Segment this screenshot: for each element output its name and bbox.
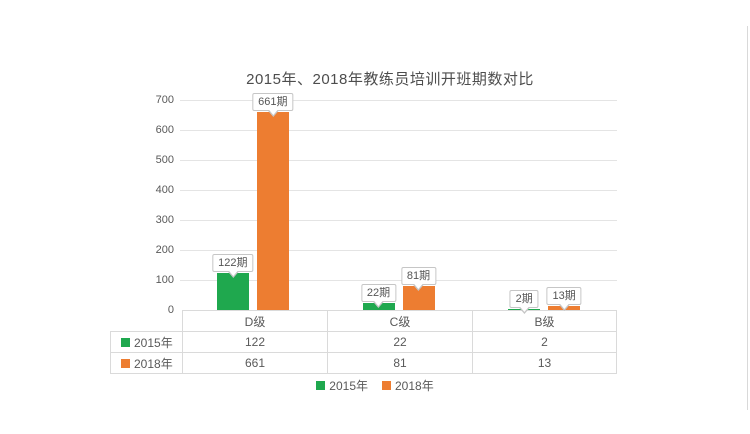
y-tick-400: 400 [155,184,174,196]
data-label-2015年-C级: 22期 [360,284,397,308]
series-2018-name: 2018年 [134,356,173,371]
value-2018-d: 661 [183,353,328,374]
data-table-row-2015: 2015年 122 22 2 [110,332,617,353]
gridline-300 [180,220,617,221]
value-2015-d: 122 [183,332,328,353]
data-label-2018年-C级: 81期 [400,267,437,291]
category-header-d: D级 [183,310,328,332]
category-header-c: C级 [328,310,473,332]
page-edge-line [747,26,748,410]
value-2015-b: 2 [473,332,617,353]
category-header-b: B级 [473,310,617,332]
data-table-corner-cell [110,310,183,332]
y-tick-300: 300 [155,214,174,226]
y-tick-200: 200 [155,244,174,256]
gridline-100 [180,280,617,281]
series-2015-swatch [121,337,130,347]
data-label-2015年-B级: 2期 [509,290,539,314]
legend-2018-label: 2018年 [395,379,434,393]
series-2018-swatch [121,358,130,368]
data-table-row-2018: 2018年 661 81 13 [110,353,617,374]
series-label-2015: 2015年 [110,332,183,353]
legend-2015-swatch [316,381,326,390]
data-label-2018年-D级: 661期 [252,93,294,117]
legend-2018-swatch [382,381,391,390]
y-tick-700: 700 [155,94,174,106]
y-tick-600: 600 [155,124,174,136]
data-label-2015年-D级: 122期 [212,254,254,278]
value-2015-c: 22 [328,332,473,353]
y-tick-0: 0 [167,304,174,316]
bar-2015年-D级 [216,273,249,310]
gridline-200 [180,250,617,251]
bar-2018年-D级 [256,112,289,310]
series-label-2018: 2018年 [110,353,183,374]
y-tick-500: 500 [155,154,174,166]
chart-legend: 2015年 2018年 [0,377,750,394]
chart-title: 2015年、2018年教练员培训开班期数对比 [246,71,534,88]
legend-2015-label: 2015年 [329,379,368,393]
gridline-600 [180,130,617,131]
plot-area: 122期 661期 22期 81期 2期 13期 [180,93,617,314]
data-table: D级 C级 B级 2015年 122 22 2 2018年 661 81 13 [110,310,617,374]
legend-item-2018: 2018年 [382,377,434,394]
y-tick-100: 100 [155,274,174,286]
gridline-500 [180,160,617,161]
gridline-400 [180,190,617,191]
data-table-header-row: D级 C级 B级 [110,310,617,332]
value-2018-b: 13 [473,353,617,374]
series-2015-name: 2015年 [134,335,173,350]
y-axis-tick-labels: 700 600 500 400 300 200 100 0 [138,94,174,316]
gridline-700 [180,100,617,101]
value-2018-c: 81 [328,353,473,374]
data-label-2018年-B级: 13期 [546,287,582,311]
legend-item-2015: 2015年 [316,377,368,394]
